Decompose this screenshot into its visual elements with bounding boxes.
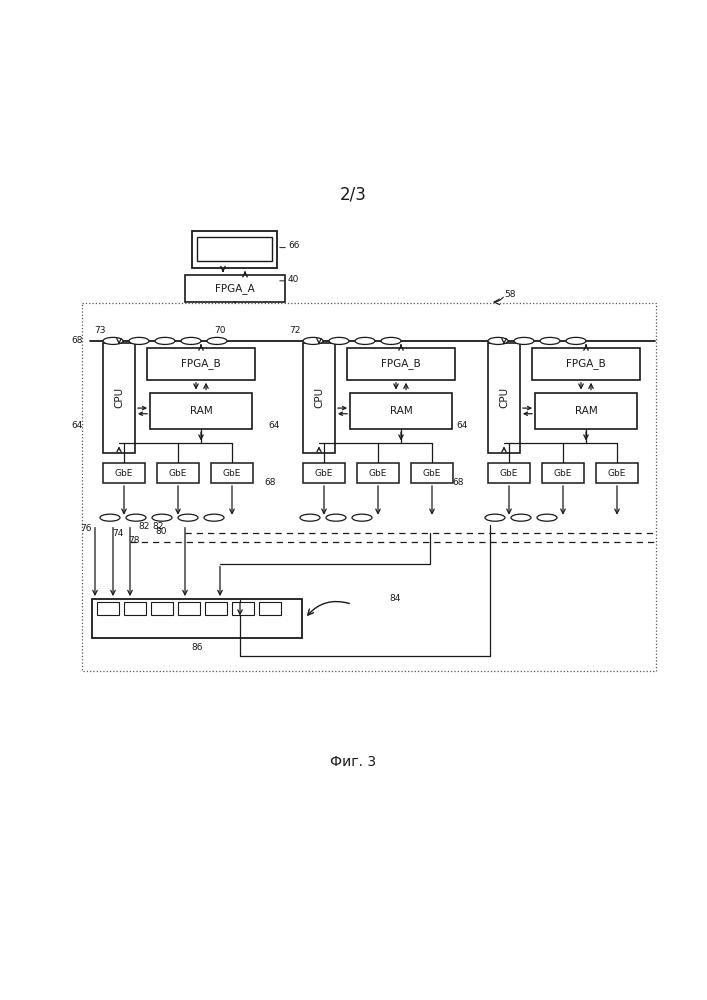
- Bar: [97, 602, 119, 615]
- Ellipse shape: [537, 514, 557, 521]
- Bar: [295, 337, 467, 514]
- Bar: [303, 463, 345, 483]
- Ellipse shape: [178, 514, 198, 521]
- Bar: [211, 463, 253, 483]
- Bar: [488, 343, 520, 453]
- Text: CPU: CPU: [114, 387, 124, 408]
- Bar: [488, 463, 530, 483]
- Ellipse shape: [566, 337, 586, 344]
- Text: 68: 68: [71, 336, 83, 345]
- Bar: [92, 599, 302, 638]
- Bar: [157, 463, 199, 483]
- Text: 82: 82: [152, 522, 163, 531]
- Text: 82: 82: [138, 522, 149, 531]
- Bar: [82, 303, 656, 671]
- Bar: [350, 393, 452, 429]
- Text: GbE: GbE: [554, 469, 572, 478]
- Ellipse shape: [103, 337, 123, 344]
- Bar: [480, 337, 652, 514]
- Text: FPGA_B: FPGA_B: [381, 358, 421, 369]
- Ellipse shape: [514, 337, 534, 344]
- Bar: [185, 275, 285, 302]
- Text: 73: 73: [94, 326, 106, 335]
- Text: 64: 64: [457, 421, 468, 430]
- Bar: [535, 393, 637, 429]
- Text: 68: 68: [264, 478, 276, 487]
- Text: FPGA_B: FPGA_B: [566, 358, 606, 369]
- Text: 70: 70: [214, 326, 226, 335]
- Text: 64: 64: [71, 421, 83, 430]
- Ellipse shape: [329, 337, 349, 344]
- Text: 64: 64: [269, 421, 280, 430]
- Text: RAM: RAM: [575, 406, 597, 416]
- Bar: [411, 463, 453, 483]
- Text: GbE: GbE: [423, 469, 441, 478]
- Text: 78: 78: [128, 536, 139, 545]
- Ellipse shape: [355, 337, 375, 344]
- Ellipse shape: [485, 514, 505, 521]
- Text: GbE: GbE: [369, 469, 387, 478]
- Ellipse shape: [352, 514, 372, 521]
- Text: 84: 84: [390, 594, 401, 603]
- Bar: [532, 348, 640, 380]
- Ellipse shape: [300, 514, 320, 521]
- Text: FPGA_A: FPGA_A: [215, 283, 255, 294]
- Bar: [357, 463, 399, 483]
- Ellipse shape: [511, 514, 531, 521]
- Text: Фиг. 3: Фиг. 3: [330, 755, 376, 769]
- Bar: [150, 393, 252, 429]
- Ellipse shape: [129, 337, 149, 344]
- Bar: [95, 337, 267, 514]
- Text: FPGA_B: FPGA_B: [181, 358, 221, 369]
- Bar: [103, 463, 145, 483]
- Text: 58: 58: [504, 290, 515, 299]
- Ellipse shape: [326, 514, 346, 521]
- Text: 76: 76: [81, 524, 92, 533]
- Bar: [303, 343, 335, 453]
- Ellipse shape: [126, 514, 146, 521]
- Text: 2/3: 2/3: [339, 186, 366, 204]
- Ellipse shape: [381, 337, 401, 344]
- Bar: [205, 602, 227, 615]
- Bar: [197, 237, 272, 261]
- Text: GbE: GbE: [500, 469, 518, 478]
- Bar: [147, 348, 255, 380]
- Ellipse shape: [100, 514, 120, 521]
- Text: RAM: RAM: [189, 406, 212, 416]
- Text: 72: 72: [289, 326, 300, 335]
- Text: GbE: GbE: [115, 469, 133, 478]
- Bar: [232, 602, 254, 615]
- Ellipse shape: [155, 337, 175, 344]
- Bar: [192, 231, 277, 268]
- Ellipse shape: [540, 337, 560, 344]
- Text: CPU: CPU: [499, 387, 509, 408]
- Ellipse shape: [152, 514, 172, 521]
- Ellipse shape: [207, 337, 227, 344]
- Text: GbE: GbE: [608, 469, 626, 478]
- Bar: [542, 463, 584, 483]
- Text: 74: 74: [112, 529, 124, 538]
- Ellipse shape: [181, 337, 201, 344]
- Bar: [151, 602, 173, 615]
- Text: 68: 68: [452, 478, 464, 487]
- Bar: [124, 602, 146, 615]
- Ellipse shape: [204, 514, 224, 521]
- Text: 86: 86: [192, 643, 203, 652]
- Bar: [596, 463, 638, 483]
- Text: 80: 80: [155, 527, 167, 536]
- Text: 40: 40: [288, 275, 299, 284]
- Bar: [178, 602, 200, 615]
- Text: RAM: RAM: [390, 406, 412, 416]
- Bar: [259, 602, 281, 615]
- Text: 66: 66: [288, 241, 300, 250]
- Text: CPU: CPU: [314, 387, 324, 408]
- Ellipse shape: [303, 337, 323, 344]
- Text: GbE: GbE: [169, 469, 187, 478]
- Ellipse shape: [488, 337, 508, 344]
- Text: GbE: GbE: [223, 469, 241, 478]
- Text: GbE: GbE: [315, 469, 333, 478]
- Bar: [103, 343, 135, 453]
- Bar: [347, 348, 455, 380]
